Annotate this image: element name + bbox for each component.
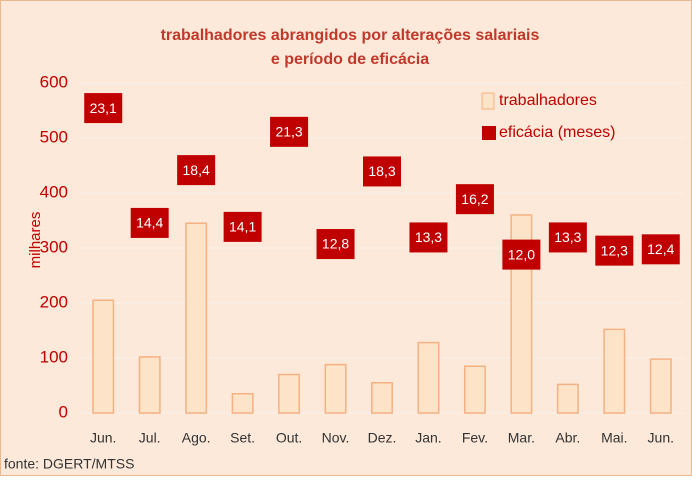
chart-title: trabalhadores abrangidos por alterações … (161, 27, 540, 44)
y-tick-label: 0 (59, 402, 68, 421)
bar (649, 358, 672, 414)
value-box (595, 235, 634, 266)
legend-swatch (481, 92, 495, 110)
y-tick-label: 600 (40, 72, 68, 91)
bar (92, 299, 115, 414)
x-tick-label: Jan. (415, 430, 441, 446)
x-tick-label: Mar. (508, 430, 535, 446)
data-label: 12,0 (508, 246, 535, 262)
x-tick-label: Fev. (462, 430, 488, 446)
data-label: 21,3 (275, 124, 302, 140)
data-label: 18,4 (183, 162, 210, 178)
data-label: 14,1 (229, 219, 256, 235)
x-tick-label: Out. (276, 430, 302, 446)
bar (278, 373, 301, 414)
value-box (84, 93, 123, 124)
bar (463, 365, 486, 414)
x-tick-label: Dez. (368, 430, 397, 446)
value-box (548, 222, 587, 253)
data-label: 13,3 (415, 229, 442, 245)
bar (371, 382, 393, 414)
legend-label: eficácia (meses) (499, 124, 615, 141)
x-tick-label: Jun. (90, 430, 116, 446)
y-tick-label: 100 (40, 347, 68, 366)
value-box (641, 234, 680, 265)
y-tick-label: 500 (40, 127, 68, 146)
data-label: 12,8 (322, 236, 349, 252)
data-label: 14,4 (136, 215, 163, 231)
bar (603, 328, 626, 414)
data-label: 23,1 (90, 100, 117, 116)
data-label: 16,2 (461, 191, 488, 207)
value-box (502, 239, 541, 270)
bar (185, 222, 208, 414)
x-tick-label: Abr. (555, 430, 580, 446)
chart-subtitle: e período de eficácia (271, 51, 429, 68)
bar (138, 356, 161, 414)
data-label: 18,3 (368, 163, 395, 179)
x-tick-label: Jun. (648, 430, 674, 446)
legend-label: trabalhadores (499, 92, 597, 109)
data-label: 13,3 (554, 229, 581, 245)
value-box (316, 229, 355, 260)
x-tick-label: Set. (230, 430, 255, 446)
y-axis-label: milhares (27, 212, 44, 269)
data-label: 12,4 (647, 241, 674, 257)
x-tick-label: Nov. (322, 430, 350, 446)
y-tick-label: 300 (40, 237, 68, 256)
source: fonte: DGERT/MTSS (4, 456, 134, 472)
value-box (455, 184, 494, 215)
bar (417, 341, 440, 414)
x-tick-label: Jul. (139, 430, 161, 446)
x-tick-label: Mai. (601, 430, 627, 446)
value-box (270, 116, 309, 147)
value-box (223, 211, 262, 242)
value-box (363, 156, 401, 187)
bar (231, 393, 254, 414)
bar (556, 383, 579, 414)
y-tick-label: 400 (40, 182, 68, 201)
data-label: 12,3 (601, 242, 628, 258)
value-box (409, 222, 448, 253)
legend-swatch (482, 126, 496, 140)
bar (324, 363, 347, 414)
value-box (130, 207, 169, 238)
value-box (177, 155, 216, 186)
y-tick-label: 200 (40, 292, 68, 311)
x-tick-label: Ago. (182, 430, 211, 446)
